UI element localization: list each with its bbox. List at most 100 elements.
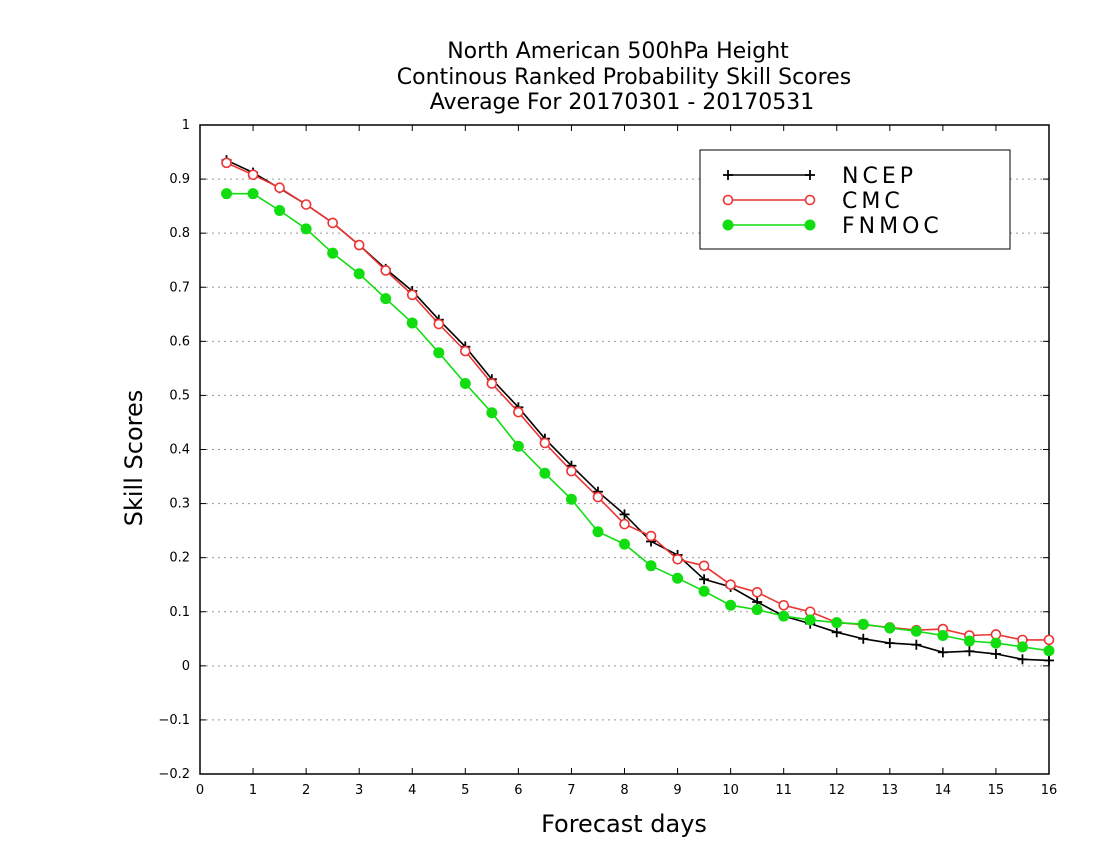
point-fnmoc-25 [884, 622, 896, 634]
point-fnmoc-4 [327, 247, 339, 259]
legend-marker-left-fnmoc [722, 219, 734, 231]
point-fnmoc-0 [221, 188, 233, 200]
point-fnmoc-18 [698, 585, 710, 597]
series-line-fnmoc [226, 192, 1050, 652]
x-tick-label-16: 16 [1041, 783, 1058, 798]
point-fnmoc-3 [300, 223, 312, 235]
point-fnmoc-24 [857, 618, 869, 630]
point-fnmoc-16 [645, 560, 657, 572]
chart-title-line-2: Continous Ranked Probability Skill Score… [397, 65, 851, 90]
point-fnmoc-31 [1043, 645, 1055, 657]
point-cmc-5 [353, 239, 365, 251]
point-ncep-23 [831, 627, 842, 638]
y-tick-label-10: 0.8 [169, 226, 190, 241]
series-cmc [221, 157, 1055, 646]
point-cmc-19 [725, 579, 736, 591]
point-cmc-31 [1043, 634, 1055, 646]
point-cmc-20 [751, 586, 763, 598]
point-cmc-29 [990, 629, 1002, 640]
point-fnmoc-12 [539, 467, 551, 479]
point-fnmoc-30 [1016, 641, 1028, 653]
y-tick-label-2: 0 [182, 659, 190, 674]
y-tick-label-12: 1 [182, 118, 190, 133]
y-tick-label-5: 0.3 [169, 497, 190, 512]
x-tick-label-15: 15 [988, 783, 1005, 798]
grid-lines [200, 178, 1049, 721]
y-tick-label-3: 0.1 [169, 605, 190, 620]
x-tick-label-12: 12 [828, 783, 845, 798]
point-cmc-4 [327, 217, 338, 229]
x-tick-label-8: 8 [620, 783, 628, 798]
point-cmc-9 [460, 345, 471, 357]
point-fnmoc-19 [725, 599, 737, 611]
point-fnmoc-10 [486, 407, 498, 419]
legend-label-ncep: NCEP [842, 164, 917, 189]
chart-title-line-1: North American 500hPa Height [447, 39, 789, 64]
x-tick-label-1: 1 [249, 783, 257, 798]
y-tick-label-9: 0.7 [169, 280, 190, 295]
point-cmc-12 [539, 437, 551, 449]
legend-label-cmc: CMC [842, 189, 904, 214]
point-cmc-21 [778, 599, 789, 611]
point-fnmoc-2 [274, 204, 286, 216]
point-fnmoc-8 [433, 347, 445, 359]
x-tick-label-7: 7 [567, 783, 575, 798]
x-axis-title: Forecast days [541, 810, 707, 838]
series-fnmoc [221, 188, 1055, 657]
point-cmc-15 [619, 518, 630, 530]
point-cmc-1 [247, 169, 259, 181]
point-fnmoc-14 [592, 526, 604, 538]
point-cmc-13 [566, 465, 577, 477]
y-tick-label-8: 0.6 [169, 334, 190, 349]
point-cmc-16 [645, 530, 657, 542]
point-ncep-25 [884, 638, 895, 649]
point-fnmoc-29 [990, 637, 1002, 649]
point-fnmoc-11 [512, 440, 524, 452]
y-tick-label-0: −0.2 [158, 767, 190, 782]
point-cmc-18 [698, 560, 710, 572]
point-cmc-3 [300, 199, 312, 210]
x-tick-label-14: 14 [935, 783, 952, 798]
point-ncep-31 [1044, 655, 1054, 666]
point-fnmoc-6 [380, 293, 392, 305]
chart-title-line-3: Average For 20170301 - 20170531 [430, 90, 815, 115]
point-fnmoc-7 [406, 317, 418, 329]
point-fnmoc-21 [778, 610, 790, 622]
point-fnmoc-15 [619, 538, 630, 550]
point-fnmoc-17 [672, 572, 684, 584]
point-cmc-7 [406, 289, 418, 301]
point-fnmoc-1 [247, 188, 259, 200]
y-tick-label-1: −0.1 [158, 713, 190, 728]
x-tick-label-2: 2 [302, 783, 310, 798]
point-cmc-11 [513, 406, 524, 418]
point-ncep-27 [937, 647, 948, 658]
legend-marker-left-cmc [722, 194, 734, 206]
point-fnmoc-20 [751, 604, 763, 616]
point-ncep-15 [619, 509, 630, 520]
legend-marker-right-ncep [805, 170, 815, 180]
point-ncep-26 [911, 639, 922, 650]
x-tick-label-5: 5 [461, 783, 469, 798]
legend-marker-left-ncep [723, 170, 733, 180]
legend-label-fnmoc: FNMOC [842, 214, 943, 239]
x-tick-label-11: 11 [775, 783, 792, 798]
y-tick-label-4: 0.2 [169, 551, 190, 566]
y-tick-label-7: 0.5 [169, 388, 190, 403]
point-cmc-10 [486, 378, 498, 389]
point-cmc-6 [380, 265, 392, 276]
x-tick-label-0: 0 [196, 783, 204, 798]
legend-marker-right-fnmoc [804, 219, 816, 231]
point-ncep-30 [1017, 654, 1028, 665]
point-ncep-28 [964, 646, 975, 657]
axes: −0.2−0.100.10.20.30.40.50.60.70.80.910 1 2… [158, 118, 1057, 798]
x-tick-label-10: 10 [722, 783, 739, 798]
point-cmc-0 [221, 157, 232, 169]
series-layer [221, 155, 1055, 666]
x-tick-label-4: 4 [408, 783, 416, 798]
y-tick-label-11: 0.9 [169, 172, 190, 187]
x-tick-label-13: 13 [882, 783, 899, 798]
point-fnmoc-9 [459, 378, 471, 390]
point-cmc-14 [592, 491, 604, 503]
